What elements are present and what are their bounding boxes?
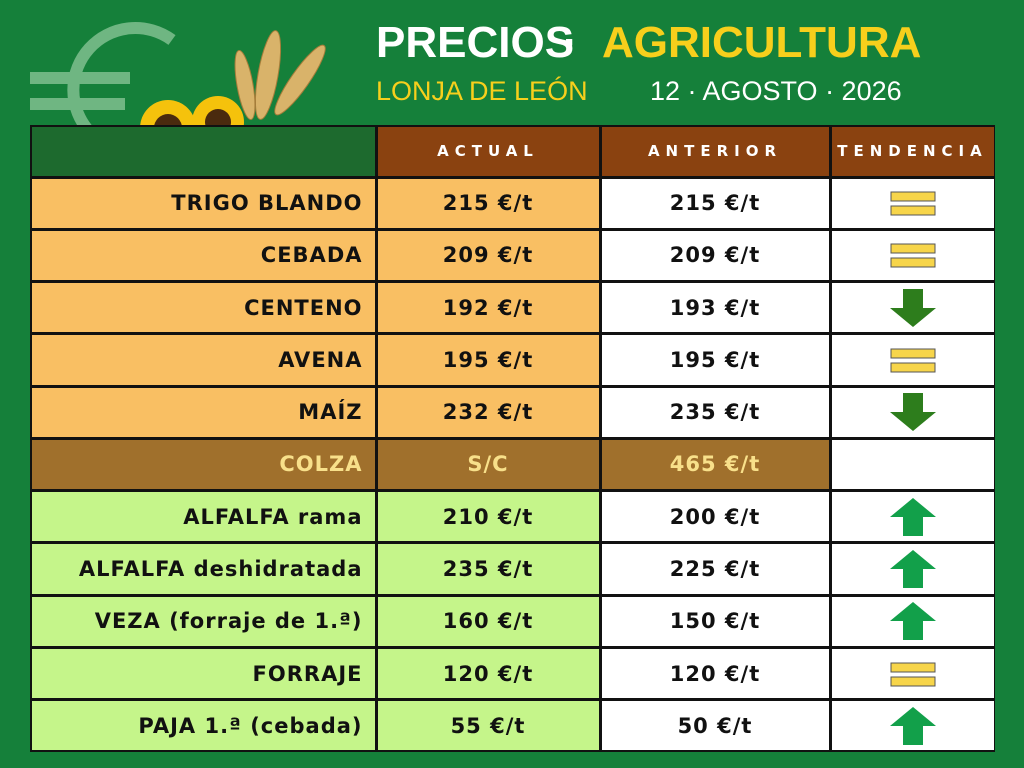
sunflowers: [140, 96, 244, 125]
trend-icon: [889, 497, 936, 536]
trend: [831, 544, 994, 594]
trend-shape: [889, 706, 936, 745]
trend-icon: [889, 602, 936, 641]
trend-icon: [889, 550, 936, 589]
price-anterior: 465 €/t: [601, 439, 829, 490]
price-anterior: 235 €/t: [601, 387, 829, 437]
trend-shape: [889, 550, 936, 589]
trend-shape: [890, 362, 935, 373]
product-name: COLZA: [31, 439, 375, 490]
price-actual: 232 €/t: [377, 387, 599, 437]
price-anterior: 209 €/t: [601, 230, 829, 281]
price-table: ACTUAL ANTERIOR TENDENCIA TRIGO BLANDO 215 €…: [30, 125, 995, 752]
product-name: ALFALFA deshidratada: [31, 544, 375, 594]
price-actual: 235 €/t: [377, 544, 599, 594]
trend-shape: [890, 662, 935, 673]
price-anterior: 150 €/t: [601, 596, 829, 646]
price-actual: 209 €/t: [377, 230, 599, 281]
trend-shape: [890, 191, 935, 202]
trend-shape: [889, 602, 936, 641]
trend: [831, 387, 994, 437]
trend-shape: [889, 497, 936, 536]
price-anterior: 200 €/t: [601, 492, 829, 542]
trend-icon: [889, 706, 936, 745]
title: PRECIOS: [376, 18, 575, 67]
title-separator: ·: [563, 18, 578, 67]
trend-shape: [890, 243, 935, 254]
trend-icon: [890, 243, 935, 268]
product-name: CEBADA: [31, 230, 375, 281]
product-name: CENTENO: [31, 283, 375, 333]
trend-shape: [890, 676, 935, 687]
price-actual: 192 €/t: [377, 283, 599, 333]
trend-shape: [890, 348, 935, 359]
trend: [831, 439, 994, 490]
price-anterior: 50 €/t: [601, 701, 829, 751]
trend-shape: [890, 257, 935, 268]
trend: [831, 178, 994, 228]
trend: [831, 701, 994, 751]
header-corner: [31, 126, 375, 176]
product-name: FORRAJE: [31, 648, 375, 699]
price-actual: 55 €/t: [377, 701, 599, 751]
product-name: ALFALFA rama: [31, 492, 375, 542]
trend-shape: [889, 393, 936, 432]
trend: [831, 596, 994, 646]
trend-shape: [889, 288, 936, 327]
product-name: TRIGO BLANDO: [31, 178, 375, 228]
trend-shape: [890, 205, 935, 216]
trend-icon: [890, 662, 935, 687]
trend: [831, 492, 994, 542]
price-anterior: 195 €/t: [601, 335, 829, 385]
price-anterior: 215 €/t: [601, 178, 829, 228]
product-name: MAÍZ: [31, 387, 375, 437]
wheat-ear: [234, 50, 256, 120]
trend: [831, 230, 994, 281]
trend: [831, 283, 994, 333]
column-header: ANTERIOR: [601, 126, 829, 176]
subtitle: LONJA DE LEÓN: [376, 76, 588, 106]
product-name: AVENA: [31, 335, 375, 385]
product-name: VEZA (forraje de 1.ª): [31, 596, 375, 646]
column-header: ACTUAL: [377, 126, 599, 176]
euro-icon: [30, 22, 176, 125]
trend-icon: [889, 288, 936, 327]
price-actual: 215 €/t: [377, 178, 599, 228]
wheat-ear: [274, 44, 326, 116]
euro-arc: [67, 22, 176, 125]
price-anterior: 193 €/t: [601, 283, 829, 333]
price-actual: 195 €/t: [377, 335, 599, 385]
petals: [140, 100, 196, 125]
trend-icon: [889, 393, 936, 432]
center: [205, 109, 231, 125]
trend-icon: [890, 348, 935, 373]
price-anterior: 225 €/t: [601, 544, 829, 594]
trend: [831, 648, 994, 699]
wheat: [234, 30, 326, 120]
wheat-ear: [254, 30, 282, 120]
date: 12 · AGOSTO · 2026: [650, 76, 902, 106]
product-name: PAJA 1.ª (cebada): [31, 701, 375, 751]
title-accent: AGRICULTURA: [602, 18, 922, 67]
price-actual: 120 €/t: [377, 648, 599, 699]
trend: [831, 335, 994, 385]
price-actual: S/C: [377, 439, 599, 490]
price-anterior: 120 €/t: [601, 648, 829, 699]
price-actual: 160 €/t: [377, 596, 599, 646]
decoration: [30, 22, 326, 125]
column-header: TENDENCIA: [831, 126, 994, 176]
trend-icon: [890, 191, 935, 216]
price-actual: 210 €/t: [377, 492, 599, 542]
center: [154, 114, 182, 125]
